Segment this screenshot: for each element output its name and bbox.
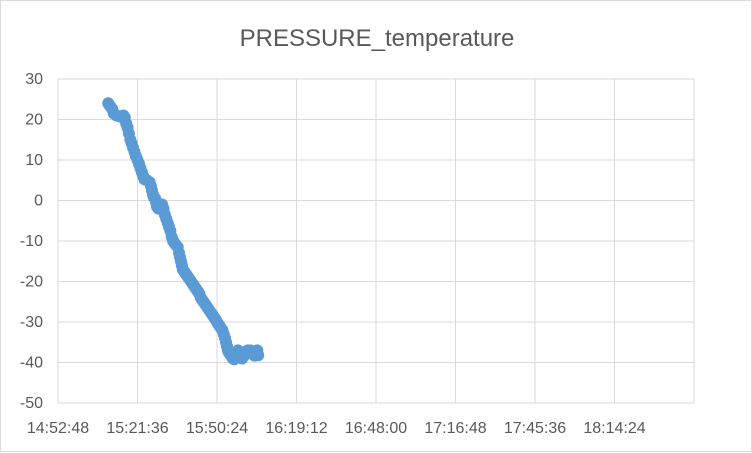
- y-tick-label: -20: [20, 274, 43, 291]
- x-tick-label: 16:48:00: [345, 420, 407, 437]
- x-tick-label: 15:50:24: [186, 420, 248, 437]
- data-point: [252, 349, 265, 362]
- y-tick-label: 10: [25, 152, 43, 169]
- data-points: [102, 97, 265, 366]
- y-tick-label: -30: [20, 314, 43, 331]
- x-tick-label: 14:52:48: [27, 420, 89, 437]
- y-tick-label: 30: [25, 71, 43, 88]
- x-tick-label: 17:45:36: [504, 420, 566, 437]
- y-tick-label: -10: [20, 233, 43, 250]
- x-axis: 14:52:48 15:21:36 15:50:24 16:19:12 16:48:00…: [27, 420, 646, 437]
- y-tick-label: -50: [20, 395, 43, 412]
- x-tick-label: 18:14:24: [583, 420, 645, 437]
- gridlines: [57, 78, 695, 404]
- x-tick-label: 15:21:36: [106, 420, 168, 437]
- chart-title: PRESSURE_temperature: [240, 25, 515, 52]
- y-axis: 30 20 10 0 -10 -20 -30 -40 -50: [20, 71, 43, 412]
- x-tick-label: 16:19:12: [265, 420, 327, 437]
- x-tick-label: 17:16:48: [424, 420, 486, 437]
- y-tick-label: 0: [34, 193, 43, 210]
- y-tick-label: 20: [25, 112, 43, 129]
- y-tick-label: -40: [20, 355, 43, 372]
